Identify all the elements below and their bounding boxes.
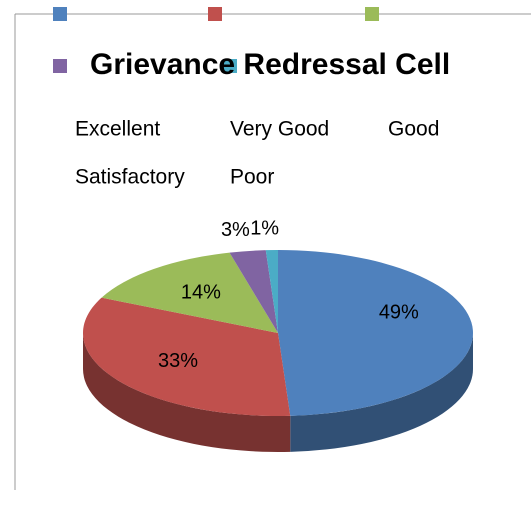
- pie-side: [290, 333, 473, 452]
- legend-label: Satisfactory: [75, 166, 185, 189]
- legend-label: Very Good: [230, 118, 329, 141]
- legend-label: Good: [388, 118, 439, 141]
- legend-swatch: [53, 59, 67, 73]
- data-label: 49%: [379, 302, 419, 324]
- data-label: 3%: [221, 219, 250, 241]
- data-label: 1%: [250, 218, 279, 240]
- legend-swatch: [53, 7, 67, 21]
- legend-label: Excellent: [75, 118, 160, 141]
- legend-swatch: [365, 7, 379, 21]
- pie-slice: [101, 252, 279, 333]
- pie-slice: [229, 250, 278, 333]
- pie-slice: [265, 250, 278, 333]
- pie-slice: [83, 297, 291, 416]
- data-label: 33%: [158, 350, 198, 372]
- legend-label: Poor: [230, 166, 274, 189]
- pie-slice: [278, 250, 473, 416]
- pie-side: [83, 333, 291, 452]
- data-label: 14%: [181, 282, 221, 304]
- legend-swatch: [208, 7, 222, 21]
- legend-swatch: [223, 59, 237, 73]
- chart-title: Grievance Redressal Cell: [90, 48, 450, 81]
